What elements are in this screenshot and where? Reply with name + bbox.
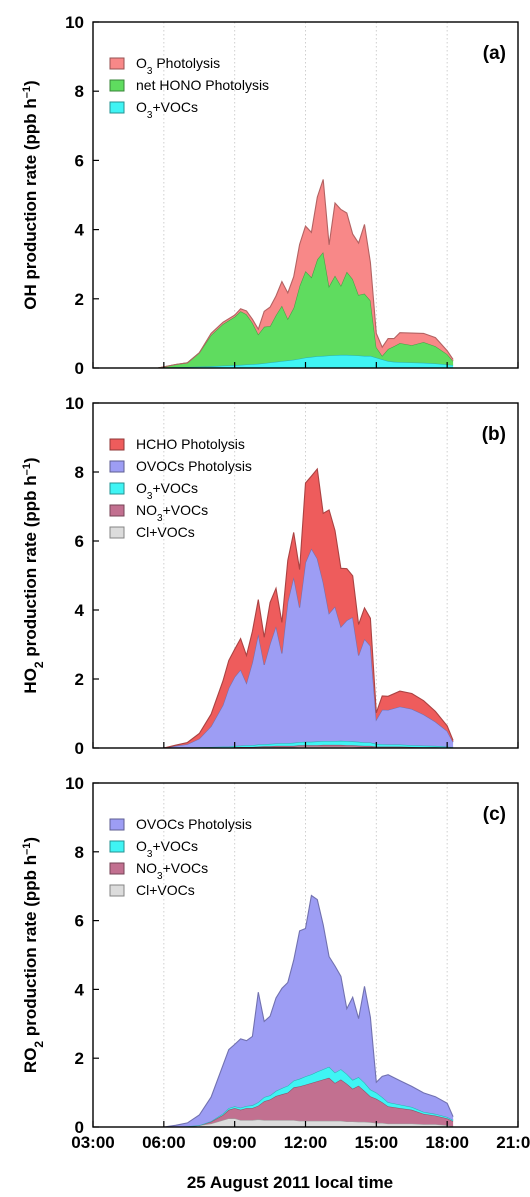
x-tick-label: 18:00 xyxy=(425,1133,468,1152)
legend-entry: HCHO Photolysis xyxy=(136,436,245,452)
area-series-ovocs-photolysis xyxy=(163,895,454,1127)
area-series-ovocs-photolysis xyxy=(163,548,454,748)
legend-swatch xyxy=(109,884,125,897)
area-series-outline xyxy=(157,179,454,369)
area-series-net-hono-photolysis xyxy=(157,252,454,368)
legend-swatch xyxy=(109,79,125,92)
legend-swatch xyxy=(109,526,125,539)
y-tick-label: 0 xyxy=(75,1118,84,1137)
x-tick-label: 15:00 xyxy=(355,1133,398,1152)
area-series-o3-vocs xyxy=(163,1066,454,1127)
x-tick-label: 09:00 xyxy=(213,1133,256,1152)
area-series-outline xyxy=(163,894,454,1128)
legend-entry: Cl+VOCs xyxy=(136,524,195,540)
legend-swatch xyxy=(109,438,125,451)
legend-swatch xyxy=(109,862,125,875)
y-tick-label: 2 xyxy=(75,670,84,689)
x-tick-label: 03:00 xyxy=(71,1133,114,1152)
legend-swatch xyxy=(109,840,125,853)
y-tick-label: 6 xyxy=(75,151,84,170)
y-tick-label: 8 xyxy=(75,82,84,101)
legend-entry: O3+VOCs xyxy=(136,480,198,502)
y-tick-label: 6 xyxy=(75,912,84,931)
y-tick-label: 10 xyxy=(65,394,84,413)
x-axis-title: 25 August 2011 local time xyxy=(187,1173,393,1192)
legend-swatch xyxy=(109,482,125,495)
legend-entry: Cl+VOCs xyxy=(136,882,195,898)
legend-swatch xyxy=(109,818,125,831)
panel-b: 0 2 4 6 8 10 (b) HO2 production rate (ppb h–1) H… xyxy=(21,394,519,758)
y-tick-label: 10 xyxy=(65,13,84,32)
y-tick-label: 0 xyxy=(75,739,84,758)
area-series-no3-vocs xyxy=(163,744,454,748)
y-tick-label: 4 xyxy=(75,601,85,620)
y-tick-label: 4 xyxy=(75,221,85,240)
legend-entry: NO3+VOCs xyxy=(136,860,208,882)
legend-swatch xyxy=(109,460,125,473)
legend-swatch xyxy=(109,504,125,517)
x-tick-label: 12:00 xyxy=(284,1133,327,1152)
legend-entry: OVOCs Photolysis xyxy=(136,458,252,474)
area-series-o3-vocs xyxy=(157,354,454,368)
y-axis-title: HO2 production rate (ppb h–1) xyxy=(21,457,46,693)
area-series-outline xyxy=(163,467,454,749)
legend-entry: OVOCs Photolysis xyxy=(136,816,252,832)
legend-entry: O3+VOCs xyxy=(136,99,198,121)
area-series-no3-vocs xyxy=(163,1077,454,1127)
area-series-cl-vocs xyxy=(163,1118,454,1127)
legend-entry: net HONO Photolysis xyxy=(136,77,269,93)
y-tick-label: 2 xyxy=(75,290,84,309)
panel-label: (b) xyxy=(482,424,506,445)
y-axis-title: OH production rate (ppb h–1) xyxy=(21,80,40,309)
y-tick-label: 8 xyxy=(75,463,84,482)
panel-label: (c) xyxy=(483,804,506,825)
y-axis-title: RO2 production rate (ppb h–1) xyxy=(21,837,46,1073)
panel-a: 0 2 4 6 8 10 (a) OH production rate (ppb h–1) O3… xyxy=(21,13,519,378)
panel-c: 0 2 4 6 8 10 03:00 06:00 09:00 12:00 15:00 18:00 21:… xyxy=(21,774,530,1152)
y-tick-label: 4 xyxy=(75,980,85,999)
legend-entry: O3+VOCs xyxy=(136,838,198,860)
legend-entry: O3 Photolysis xyxy=(136,55,220,77)
y-tick-label: 2 xyxy=(75,1049,84,1068)
y-tick-label: 8 xyxy=(75,843,84,862)
legend-swatch xyxy=(109,101,125,114)
legend-entry: NO3+VOCs xyxy=(136,502,208,524)
y-tick-label: 10 xyxy=(65,774,84,793)
x-tick-label: 21:00 xyxy=(496,1133,530,1152)
y-tick-label: 0 xyxy=(75,359,84,378)
y-tick-label: 6 xyxy=(75,532,84,551)
area-series-hcho-photolysis xyxy=(163,468,454,748)
legend-swatch xyxy=(109,57,125,70)
panel-label: (a) xyxy=(483,43,506,64)
x-tick-label: 06:00 xyxy=(142,1133,185,1152)
